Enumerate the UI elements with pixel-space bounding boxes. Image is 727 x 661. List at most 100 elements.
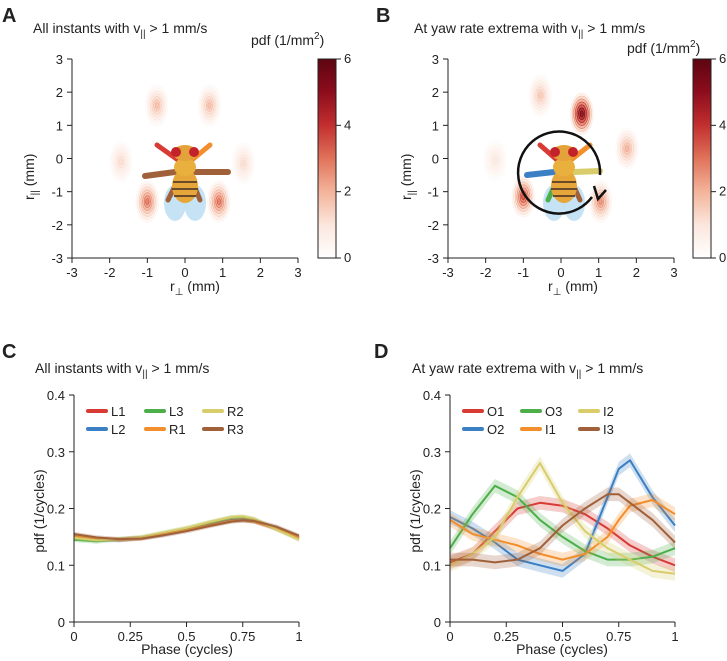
density-contour bbox=[493, 156, 497, 164]
panel-c-y-tick-label: 0 bbox=[58, 615, 65, 630]
density-blob-r2 bbox=[615, 127, 639, 170]
panel-b-colorbar-gradient bbox=[692, 58, 712, 259]
panel-a-title: All instants with v|| > 1 mm/s bbox=[33, 20, 207, 40]
legend-label-l3: L3 bbox=[169, 404, 183, 419]
density-contour bbox=[145, 198, 150, 205]
panel-d-title: At yaw rate extrema with v|| > 1 mm/s bbox=[412, 360, 643, 380]
panel-c-x-tick-label: 1 bbox=[295, 629, 302, 644]
panel-b-x-tick-label: -3 bbox=[442, 265, 454, 280]
panel-d-y-tick-label: 0.4 bbox=[423, 388, 441, 403]
colorbar-tick-label: 0 bbox=[719, 250, 726, 265]
density-contour bbox=[119, 158, 123, 166]
panel-b-y-tick-label: 2 bbox=[432, 85, 439, 100]
panel-c-title: All instants with v|| > 1 mm/s bbox=[35, 360, 209, 380]
panel-c-y-tick-label: 0.1 bbox=[47, 558, 65, 573]
panel-b-y-tick-label: -1 bbox=[427, 185, 439, 200]
series-band-i3 bbox=[450, 487, 675, 570]
panel-a-x-tick-label: 1 bbox=[219, 265, 226, 280]
panel-a-colorbar-label: pdf (1/mm2) bbox=[251, 31, 324, 48]
panel-a-axes: -3 -2 -1 0 1 2 3 3 2 1 0 -1 -2 -3 bbox=[51, 52, 301, 280]
panel-b-x-tick-label: 1 bbox=[595, 265, 602, 280]
series-band-i2 bbox=[450, 456, 675, 581]
panel-d-axes: 0 0.25 0.5 0.75 1 0.4 0.3 0.2 0.1 0 bbox=[423, 388, 679, 644]
panel-a-y-tick-label: 1 bbox=[56, 118, 63, 133]
panel-a-xlabel: r⊥ (mm) bbox=[170, 278, 220, 298]
panel-c: C All instants with v|| > 1 mm/s 0 0.25 0.… bbox=[2, 341, 303, 657]
panel-c-x-tick-label: 0.75 bbox=[230, 629, 255, 644]
panel-b-axes: -3 -2 -1 0 1 2 3 3 2 1 0 -1 -2 -3 bbox=[427, 52, 677, 280]
panel-c-y-tick-label: 0.2 bbox=[47, 502, 65, 517]
series-band-o2 bbox=[450, 453, 675, 578]
legend-label-l1: L1 bbox=[111, 404, 125, 419]
density-blob-r1 bbox=[570, 92, 594, 135]
panel-a-heatmap bbox=[109, 84, 255, 223]
panel-b-heatmap bbox=[483, 74, 639, 223]
panel-c-letter: C bbox=[2, 341, 16, 363]
series-line-r3 bbox=[73, 519, 300, 541]
panel-c-xlabel: Phase (cycles) bbox=[141, 641, 233, 657]
panel-a-x-tick-label: -2 bbox=[104, 265, 116, 280]
panel-a-y-tick-label: -3 bbox=[51, 251, 63, 266]
panel-a-ylabel: r|| (mm) bbox=[21, 154, 41, 200]
legend-label-o1: O1 bbox=[487, 404, 504, 419]
density-blob-l1 bbox=[145, 84, 169, 127]
density-contour bbox=[538, 92, 543, 99]
panel-d-x-tick-label: 0 bbox=[446, 629, 453, 644]
series-line-o3 bbox=[449, 484, 676, 561]
panel-b-ylabel: r|| (mm) bbox=[398, 154, 418, 200]
series-line-o1 bbox=[449, 501, 676, 567]
colorbar-tick-label: 2 bbox=[719, 184, 726, 199]
panel-d-x-tick-label: 1 bbox=[671, 629, 678, 644]
panel-a-y-tick-label: 2 bbox=[56, 85, 63, 100]
series-i3 bbox=[450, 487, 676, 570]
panel-b-x-tick-label: 3 bbox=[670, 265, 677, 280]
panel-c-x-tick-label: 0.5 bbox=[177, 629, 195, 644]
panel-d-y-tick-label: 0 bbox=[434, 615, 441, 630]
colorbar-tick-label: 6 bbox=[719, 51, 726, 66]
panel-d-legend: O1 O2 O3 I1 I2 I3 bbox=[462, 404, 614, 437]
density-contour bbox=[598, 198, 603, 205]
panel-a-y-tick-label: -2 bbox=[51, 218, 63, 233]
panel-a-y-tick-label: -1 bbox=[51, 185, 63, 200]
panel-a-y-tick-label: 3 bbox=[56, 52, 63, 67]
panel-c-x-tick-label: 0 bbox=[70, 629, 77, 644]
legend-label-r2: R2 bbox=[227, 404, 244, 419]
panel-c-ylabel: pdf (1/cycles) bbox=[31, 469, 47, 552]
series-o3 bbox=[449, 479, 676, 567]
panel-a-x-tick-label: -1 bbox=[142, 265, 154, 280]
density-blob-r3 bbox=[588, 180, 613, 223]
panel-b-colorbar-ticks: 0 2 4 6 bbox=[711, 51, 726, 265]
panel-b-y-tick-label: -3 bbox=[427, 251, 439, 266]
panel-d-y-tick-label: 0.1 bbox=[423, 558, 441, 573]
panel-b-x-tick-label: -2 bbox=[480, 265, 492, 280]
colorbar-tick-label: 4 bbox=[344, 117, 351, 132]
density-blob-r1 bbox=[197, 84, 222, 127]
series-r3 bbox=[73, 518, 300, 542]
panel-c-x-tick-label: 0.25 bbox=[118, 629, 143, 644]
panel-c-y-tick-label: 0.3 bbox=[47, 445, 65, 460]
panel-b-colorbar: pdf (1/mm2) 0 2 4 6 bbox=[627, 39, 726, 265]
density-contour bbox=[216, 198, 221, 205]
panel-a: A All instants with v|| > 1 mm/s -3 -2 -1 0… bbox=[2, 5, 302, 298]
density-blob-r3 bbox=[207, 180, 231, 223]
panel-d-ylabel: pdf (1/cycles) bbox=[407, 469, 423, 552]
series-band-r3 bbox=[74, 518, 299, 542]
panel-b-title: At yaw rate extrema with v|| > 1 mm/s bbox=[414, 20, 645, 40]
density-contour bbox=[579, 110, 584, 118]
panel-b-xlabel: r⊥ (mm) bbox=[548, 278, 598, 298]
panel-a-x-tick-label: 0 bbox=[181, 265, 188, 280]
panel-b-y-tick-label: 0 bbox=[432, 152, 439, 167]
panel-a-colorbar: pdf (1/mm2) 0 2 4 6 bbox=[251, 31, 351, 265]
density-blob-l2 bbox=[109, 140, 133, 183]
density-blob-l3 bbox=[135, 180, 159, 223]
panel-c-lines bbox=[73, 514, 300, 544]
legend-label-i3: I3 bbox=[603, 422, 614, 437]
panel-b-colorbar-label: pdf (1/mm2) bbox=[627, 39, 700, 56]
panel-b-y-tick-label: 1 bbox=[432, 118, 439, 133]
panel-c-legend: L1 L2 L3 R1 R2 R3 bbox=[86, 404, 244, 437]
panel-a-letter: A bbox=[2, 5, 16, 27]
panel-a-y-tick-label: 0 bbox=[56, 152, 63, 167]
panel-d-x-tick-label: 0.5 bbox=[553, 629, 571, 644]
legend-label-l2: L2 bbox=[111, 422, 125, 437]
